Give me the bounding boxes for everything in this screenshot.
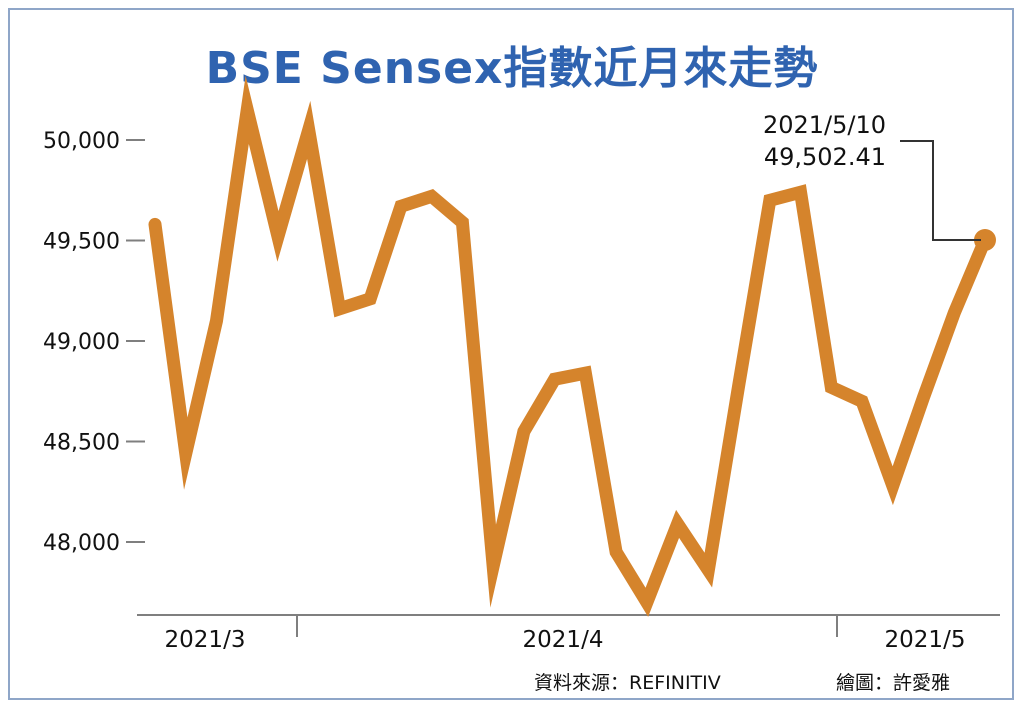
data-point <box>154 223 156 226</box>
data-point <box>215 319 218 322</box>
data-point <box>922 396 925 399</box>
annotation-date: 2021/5/10 <box>763 111 886 139</box>
series-line <box>148 75 992 617</box>
y-tick-label: 48,500 <box>43 431 120 456</box>
y-tick-label: 48,000 <box>43 531 120 556</box>
chart-title: BSE Sensex指數近月來走勢 <box>205 43 819 94</box>
data-point <box>276 235 279 238</box>
data-point <box>676 522 679 525</box>
data-point <box>707 569 710 572</box>
data-point <box>553 378 556 381</box>
endpoint-marker <box>974 229 996 252</box>
data-point <box>399 205 402 208</box>
data-point <box>184 452 187 455</box>
data-point <box>953 311 956 314</box>
data-point <box>861 400 864 403</box>
data-point <box>246 108 249 111</box>
data-point <box>522 430 525 433</box>
x-tick-label: 2021/3 <box>165 627 246 653</box>
data-point <box>799 191 802 194</box>
annotation-layer: 2021/5/10 49,502.41 <box>763 111 996 252</box>
data-point <box>891 484 894 487</box>
data-point <box>461 221 464 224</box>
data-source-note: 資料來源：REFINITIV <box>534 672 721 694</box>
data-point <box>492 565 495 568</box>
data-point <box>768 199 771 202</box>
annotation-value: 49,502.41 <box>764 143 886 171</box>
y-axis: 48,000 48,500 49,000 49,500 50,000 <box>43 129 145 556</box>
data-point <box>430 195 433 198</box>
data-point <box>307 128 310 131</box>
data-point <box>584 372 587 375</box>
x-tick-label: 2021/5 <box>885 627 966 653</box>
data-point <box>645 601 648 604</box>
x-axis: 2021/3 2021/4 2021/5 <box>137 614 1000 653</box>
y-tick-label: 50,000 <box>43 129 120 154</box>
data-point <box>338 307 341 310</box>
data-point <box>738 382 741 385</box>
annotation-leader-line <box>900 140 981 242</box>
data-point <box>369 297 372 300</box>
graphic-credit: 繪圖：許愛雅 <box>836 672 951 694</box>
series-layer <box>148 75 992 617</box>
y-tick-label: 49,500 <box>43 230 120 255</box>
y-tick-label: 49,000 <box>43 330 120 355</box>
data-point <box>615 551 618 554</box>
data-point <box>830 386 833 389</box>
x-tick-label: 2021/4 <box>523 627 604 653</box>
